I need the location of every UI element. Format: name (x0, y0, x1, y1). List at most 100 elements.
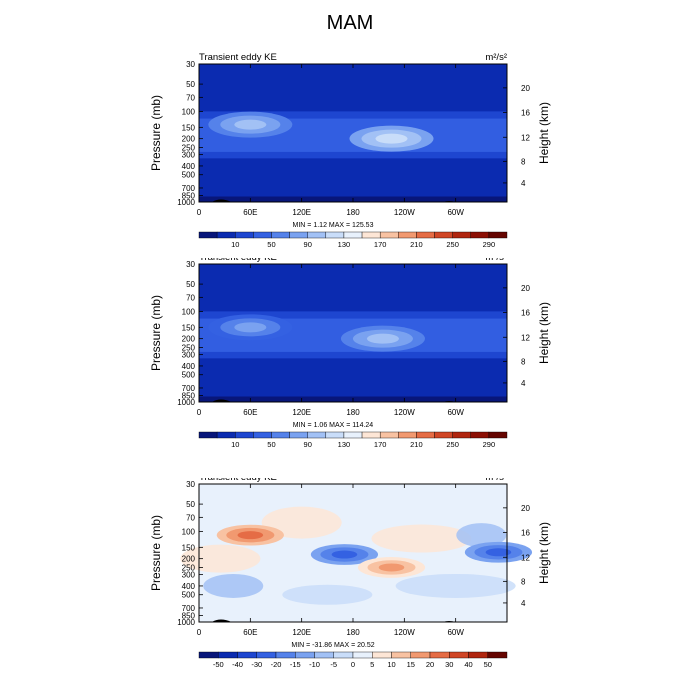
y-tick-label: 200 (182, 135, 196, 144)
colorbar-box (237, 651, 257, 659)
colorbar-label: 170 (374, 440, 387, 449)
colorbar-box (216, 431, 236, 439)
colorbar-box (314, 651, 334, 659)
field-patch (282, 584, 373, 605)
colorbar-label: 130 (338, 440, 351, 449)
x-tick-label: 120W (394, 408, 415, 417)
colorbar-box (275, 651, 296, 659)
colorbar-label: 20 (426, 660, 434, 669)
field-patch (203, 573, 264, 598)
y-tick-label: 70 (186, 293, 195, 302)
min-max-stats: MIN = 1.12 MAX = 125.53 (293, 222, 374, 229)
colorbar-box (361, 431, 381, 439)
x-tick-label: 60W (447, 408, 464, 417)
field-label: Transient eddy KE (199, 52, 277, 63)
y-tick-label: 1000 (177, 198, 195, 207)
y-tick-label: 100 (182, 107, 196, 116)
y-tick-label: 30 (186, 60, 195, 69)
colorbar-label: 50 (267, 440, 275, 449)
x-tick-label: 120E (292, 628, 311, 637)
colorbar-box (307, 431, 327, 439)
y2-tick-label: 16 (521, 309, 530, 318)
y2-tick-label: 4 (521, 379, 526, 388)
colorbar-box (289, 231, 308, 239)
chart-panel-difference: cesm20_Pengfeiexp8mam4v3 - cesm20_con6yr… (149, 478, 551, 669)
y-tick-label: 70 (186, 513, 195, 522)
colorbar-label: 50 (267, 240, 275, 249)
feature-jet-core-pacific (375, 133, 408, 144)
x-tick-label: 180 (346, 408, 360, 417)
colorbar-label: 250 (446, 240, 459, 249)
colorbar-label: 90 (304, 440, 312, 449)
y2-tick-label: 8 (521, 577, 526, 586)
colorbar-box (470, 231, 490, 239)
y-tick-label: 250 (182, 143, 196, 152)
terrain-asia (211, 619, 232, 622)
colorbar-label: 10 (387, 660, 395, 669)
colorbar-box (198, 431, 218, 439)
colorbar-label: -10 (309, 660, 320, 669)
colorbar-label: 210 (410, 440, 423, 449)
y-tick-label: 850 (182, 392, 196, 401)
y-tick-label: 200 (182, 555, 196, 564)
colorbar-box (449, 651, 469, 659)
feature-jet-core-pacific (366, 333, 399, 344)
y-tick-label: 300 (182, 571, 196, 580)
y2-tick-label: 16 (521, 109, 530, 118)
colorbar-label: 50 (484, 660, 492, 669)
colorbar-box (295, 651, 315, 659)
x-tick-label: 0 (197, 628, 202, 637)
y-tick-label: 400 (182, 582, 196, 591)
feature-decrease-pacific (331, 550, 358, 559)
colorbar-box (434, 231, 453, 239)
y-tick-label: 700 (182, 384, 196, 393)
colorbar-label: -40 (232, 660, 243, 669)
colorbar-box (218, 651, 238, 659)
colorbar-box (333, 651, 354, 659)
colorbar-box (352, 651, 373, 659)
colorbar-box (198, 651, 219, 659)
colorbar-label: 40 (464, 660, 472, 669)
y-tick-label: 850 (182, 612, 196, 621)
y2-axis-label: Height (km) (537, 522, 551, 584)
y-tick-label: 700 (182, 184, 196, 193)
colorbar-box (307, 231, 327, 239)
colorbar-box (434, 431, 453, 439)
y-axis-label: Pressure (mb) (149, 95, 163, 171)
y-tick-label: 1000 (177, 618, 195, 627)
y2-tick-label: 4 (521, 179, 526, 188)
field-patch (261, 506, 342, 539)
colorbar-box (398, 431, 417, 439)
y2-tick-label: 20 (521, 84, 530, 93)
colorbar-box (198, 231, 218, 239)
y-tick-label: 400 (182, 362, 196, 371)
feature-increase-asia (237, 531, 264, 540)
y-tick-label: 150 (182, 543, 196, 552)
y-tick-label: 150 (182, 323, 196, 332)
terrain-asia (211, 399, 232, 402)
colorbar-box (452, 231, 471, 239)
y2-tick-label: 4 (521, 599, 526, 608)
feature-increase-east-pacific (378, 563, 405, 572)
colorbar-label: 10 (231, 440, 239, 449)
colorbar-box (416, 431, 435, 439)
colorbar-box (470, 431, 490, 439)
y2-tick-label: 8 (521, 157, 526, 166)
chart-panel-middle: cesm20_con6yrv2 (yrs 2-6)Transient eddy … (149, 258, 551, 449)
colorbar-label: 15 (407, 660, 415, 669)
colorbar-box (271, 431, 290, 439)
colorbar-label: 0 (351, 660, 355, 669)
y-tick-label: 400 (182, 162, 196, 171)
y-tick-label: 850 (182, 192, 196, 201)
y2-tick-label: 12 (521, 333, 530, 342)
y-tick-label: 300 (182, 151, 196, 160)
chart-panel-top: cesm20_Pengfeiexp8mam4v3 (yrs 2-6)Transi… (149, 52, 551, 249)
colorbar-label: -30 (251, 660, 262, 669)
y-tick-label: 30 (186, 480, 195, 489)
colorbar-box (488, 231, 508, 239)
colorbar-box (379, 431, 399, 439)
y-tick-label: 70 (186, 93, 195, 102)
units-label: m²/s² (485, 258, 507, 263)
colorbar-box (379, 231, 399, 239)
colorbar-box (343, 231, 363, 239)
